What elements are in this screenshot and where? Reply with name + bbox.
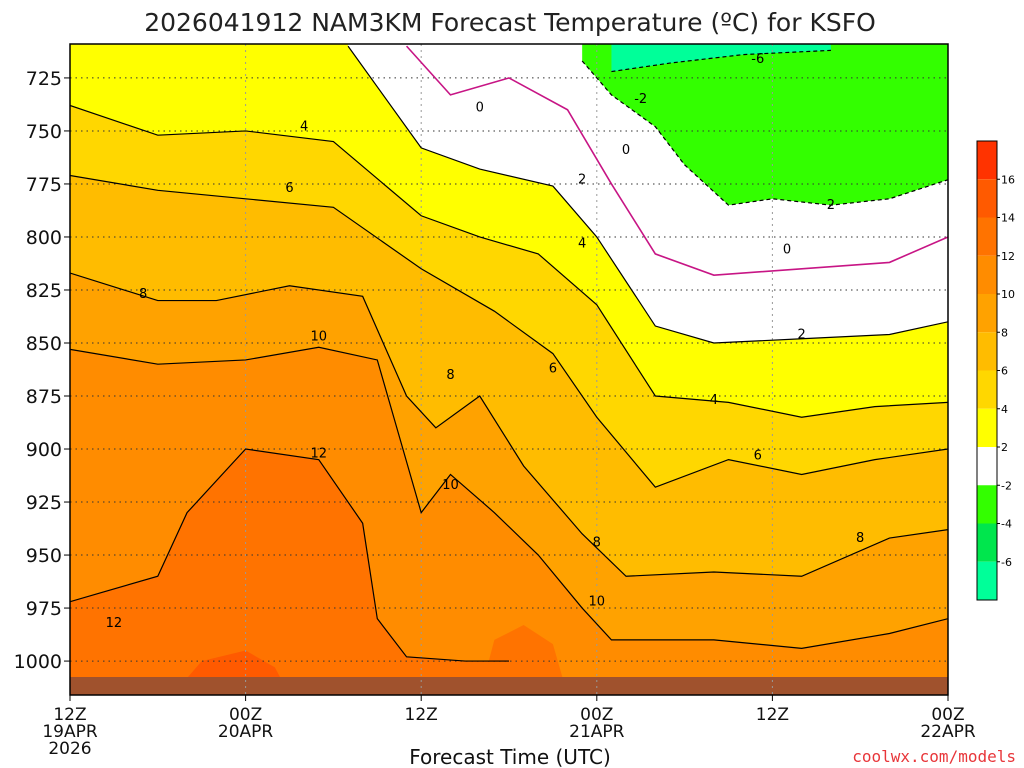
colorbar-tick-label: 14 — [1001, 212, 1015, 225]
y-tick-label: 900 — [26, 439, 62, 461]
y-tick-label: 925 — [26, 492, 62, 514]
x-tick-label: 21APR — [569, 722, 625, 742]
y-tick-label: 775 — [26, 174, 62, 196]
colorbar-band — [977, 485, 997, 524]
contour-line-4 — [70, 104, 948, 418]
contour-label: 4 — [710, 393, 718, 408]
x-tick-label: 00Z — [229, 705, 262, 725]
y-tick-label: 950 — [26, 545, 62, 567]
contour-label: 2 — [578, 173, 586, 188]
x-tick-label: 00Z — [580, 705, 613, 725]
contour-lines — [70, 45, 948, 662]
contour-label: 12 — [310, 446, 327, 461]
contour-label: 10 — [442, 478, 459, 493]
fill-above--2 — [582, 44, 948, 206]
contour-label: 2 — [827, 198, 835, 213]
grid — [70, 44, 948, 695]
x-tick-label: 22APR — [920, 722, 976, 742]
x-tick-label: 12Z — [405, 705, 438, 725]
contour-label: 0 — [476, 101, 484, 116]
contour-label: 10 — [310, 330, 327, 345]
contour-label: -2 — [634, 92, 647, 107]
contour-label: 4 — [578, 236, 586, 251]
credit-link[interactable]: coolwx.com/models — [852, 747, 1016, 766]
temperature-fills — [70, 44, 948, 695]
x-axis-label: Forecast Time (UTC) — [409, 745, 611, 768]
y-tick-label: 875 — [26, 386, 62, 408]
x-tick-label: 12Z — [756, 705, 789, 725]
contour-line-6 — [70, 174, 948, 488]
colorbar-tick-label: 4 — [1001, 403, 1008, 416]
contour-label: 2 — [798, 328, 806, 343]
contour-label: 12 — [106, 616, 123, 631]
y-tick-label: 825 — [26, 280, 62, 302]
contour-label: -6 — [751, 52, 764, 67]
colorbar-tick-label: 8 — [1001, 326, 1008, 339]
contour-line-8 — [70, 272, 948, 577]
contour-label: 6 — [549, 361, 557, 376]
colorbar-tick-label: 2 — [1001, 441, 1008, 454]
x-tick-label: 00Z — [931, 705, 964, 725]
colorbar-band — [977, 255, 997, 294]
x-tick-label: 19APR — [42, 722, 98, 742]
x-tick-label: 12Z — [53, 705, 86, 725]
plot-area: -6 -2 0 0 0 2 2 2 4 4 4 6 6 6 8 8 8 8 10 10 10 12 12 — [70, 44, 948, 695]
contour-label: 8 — [593, 535, 601, 550]
contour-label: 4 — [300, 120, 308, 135]
contour-line--2 — [581, 60, 948, 206]
colorbar-band — [977, 370, 997, 409]
colorbar-tick-label: -6 — [1001, 556, 1012, 569]
colorbar-band — [977, 294, 997, 333]
colorbar: 16 14 12 10 8 6 4 2 -2 -4 -6 — [976, 140, 1015, 601]
contour-label: 8 — [139, 287, 147, 302]
contour-line-0 — [405, 45, 948, 276]
contour-label: 6 — [285, 181, 293, 196]
ground-surface — [70, 677, 948, 695]
colorbar-band — [977, 217, 997, 256]
colorbar-band — [977, 447, 997, 486]
fill-above--6 — [611, 44, 831, 72]
contour-label: 0 — [622, 143, 630, 158]
contour-label: 6 — [754, 448, 762, 463]
contour-label: 8 — [446, 368, 454, 383]
contour-label: 8 — [856, 531, 864, 546]
y-axis: 725 750 775 800 825 850 875 900 925 950 975 1000 — [14, 68, 70, 673]
y-tick-label: 725 — [26, 68, 62, 90]
colorbar-tick-label: -4 — [1001, 518, 1012, 531]
colorbar-band — [977, 179, 997, 218]
chart-title: 2026041912 NAM3KM Forecast Temperature (… — [144, 8, 876, 37]
colorbar-tick-label: 10 — [1001, 288, 1015, 301]
contour-line-12 — [70, 448, 509, 662]
y-tick-label: 750 — [26, 121, 62, 143]
y-tick-label: 975 — [26, 598, 62, 620]
colorbar-tick-label: 16 — [1001, 173, 1015, 186]
colorbar-band — [977, 561, 997, 600]
contour-line-2 — [347, 45, 948, 344]
colorbar-band — [977, 523, 997, 562]
contour-label: 0 — [783, 243, 791, 258]
colorbar-band — [977, 332, 997, 371]
contour-line-10 — [70, 346, 948, 649]
fill-warm-lobe — [70, 449, 509, 695]
x-tick-label: 20APR — [218, 722, 274, 742]
colorbar-band — [977, 141, 997, 180]
y-tick-label: 1000 — [14, 651, 62, 673]
colorbar-tick-label: 6 — [1001, 365, 1008, 378]
colorbar-band — [977, 408, 997, 447]
contour-line--6 — [611, 49, 831, 73]
plot-frame — [69, 43, 949, 696]
y-tick-label: 800 — [26, 227, 62, 249]
colorbar-tick-label: 12 — [1001, 250, 1015, 263]
y-tick-label: 850 — [26, 333, 62, 355]
colorbar-tick-label: -2 — [1001, 479, 1012, 492]
contour-label: 10 — [589, 595, 606, 610]
x-tick-label: 2026 — [48, 739, 91, 759]
contour-labels: -6 -2 0 0 0 2 2 2 4 4 4 6 6 6 8 8 8 8 10 10 10 12 12 — [106, 52, 865, 631]
